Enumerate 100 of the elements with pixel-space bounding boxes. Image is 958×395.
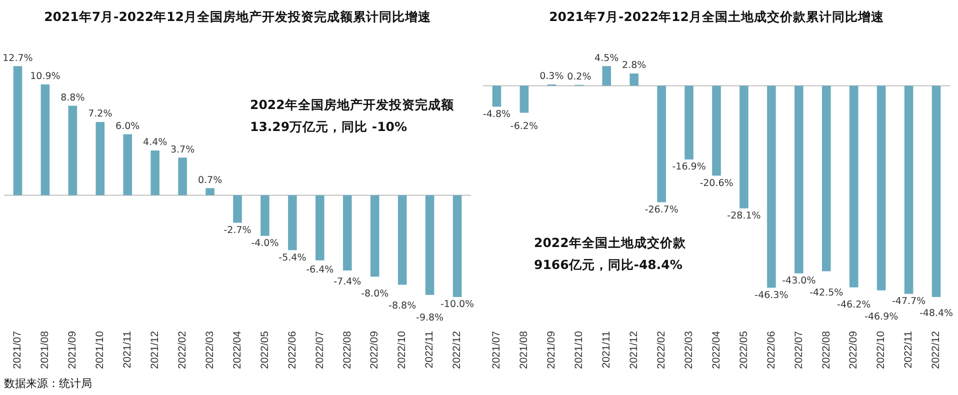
x-tick-label: 2022/05 [258,330,271,370]
bar [602,66,612,86]
data-label: 0.3% [540,71,564,82]
x-tick-label: 2022/10 [875,330,888,370]
data-label: -16.9% [672,162,706,173]
x-tick-label: 2021/09 [66,330,79,370]
x-tick-label: 2022/11 [902,330,915,368]
x-tick-label: 2022/04 [710,330,722,370]
data-label: -8.8% [388,300,416,312]
x-tick-label: 2022/09 [368,330,381,370]
chart-title: 2021年7月-2022年12月全国土地成交价款累计同比增速 [549,8,885,24]
bar [150,150,160,196]
chart-title: 2021年7月-2022年12月全国房地产开发投资完成额累计同比增速 [44,8,432,24]
annotation: 2022年全国房地产开发投资完成额13.29万亿元，同比 -10% [250,96,455,136]
x-tick-label: 2022/06 [765,330,778,370]
data-label: -43.0% [782,276,816,287]
bar [876,86,886,290]
x-tick-label: 2021/10 [573,330,586,370]
bar [684,86,694,160]
data-label: -48.4% [919,308,954,320]
x-tick-label: 2022/07 [314,330,326,370]
bar [492,86,502,107]
data-label: 0.2% [567,72,592,83]
data-label: -6.2% [510,120,538,132]
bar [96,122,105,196]
bar [206,188,214,196]
source-note: 数据来源：统计局 [4,376,92,391]
data-label: -2.7% [224,224,252,236]
bar [849,86,858,288]
x-tick-label: 2021/10 [94,330,106,370]
bar [13,66,22,196]
x-tick-label: 2022/04 [231,330,244,370]
bar [260,195,270,236]
x-tick-label: 2022/08 [341,330,354,370]
data-label: -9.8% [416,312,444,324]
data-label: -46.3% [754,290,788,302]
data-label: 7.2% [88,108,112,120]
bar [40,84,50,196]
bar [370,195,380,277]
data-label: -5.4% [278,252,306,264]
annotation: 2022年全国土地成交价款9166亿元，同比-48.4% [534,234,687,274]
data-label: -46.9% [864,312,898,323]
x-tick-label: 2022/12 [930,330,942,370]
x-tick-label: 2022/07 [792,330,805,370]
x-tick-label: 2022/05 [738,330,750,370]
data-label: -28.1% [727,210,761,222]
bar [712,86,721,176]
bar [932,86,941,297]
bar [398,195,407,285]
bar [425,195,434,295]
data-label: 0.7% [198,174,222,186]
data-label: -10.0% [440,299,474,310]
x-tick-label: 2022/02 [176,330,188,370]
data-label: 8.8% [60,92,85,104]
x-tick-label: 2021/11 [122,330,134,368]
data-label: 3.7% [170,144,195,156]
x-tick-label: 2022/11 [424,330,436,368]
data-label: 4.5% [594,52,619,64]
data-label: 12.7% [2,52,33,64]
x-tick-label: 2021/09 [546,330,558,370]
x-tick-label: 2022/09 [848,330,860,370]
bar [794,86,804,274]
bar [178,158,187,196]
bar [288,195,297,250]
x-tick-label: 2022/10 [396,330,408,370]
bar [452,195,462,297]
data-label: 2.8% [622,60,646,72]
x-tick-label: 2022/03 [682,330,695,370]
bar [822,86,831,272]
x-tick-label: 2022/12 [451,330,464,370]
bar [316,195,324,260]
bar [740,86,748,208]
x-tick-label: 2021/11 [600,330,613,368]
x-tick-label: 2022/03 [204,330,216,370]
data-label: -6.4% [306,264,334,276]
data-label: 10.9% [30,71,60,82]
bar [123,134,132,196]
x-tick-label: 2022/02 [655,330,668,370]
bar [904,86,914,294]
x-tick-label: 2021/12 [628,330,640,370]
bar [657,86,666,202]
x-tick-label: 2021/12 [148,330,161,370]
bar [233,195,242,223]
bar [520,86,529,113]
x-tick-label: 2022/06 [286,330,298,370]
data-label: -4.8% [482,108,511,120]
x-tick-label: 2022/08 [820,330,832,370]
bar [342,195,352,271]
x-tick-label: 2021/07 [12,330,24,370]
x-tick-label: 2021/08 [39,330,52,370]
x-tick-label: 2021/08 [518,330,530,370]
data-label: -20.6% [700,178,734,189]
data-label: 6.0% [116,120,140,132]
data-label: -7.4% [334,276,362,288]
data-label: -8.0% [361,288,389,300]
data-label: 4.4% [143,137,168,148]
bar [767,86,776,288]
data-label: -46.2% [837,300,871,311]
data-label: -47.7% [892,296,926,308]
data-label: -26.7% [644,204,678,216]
